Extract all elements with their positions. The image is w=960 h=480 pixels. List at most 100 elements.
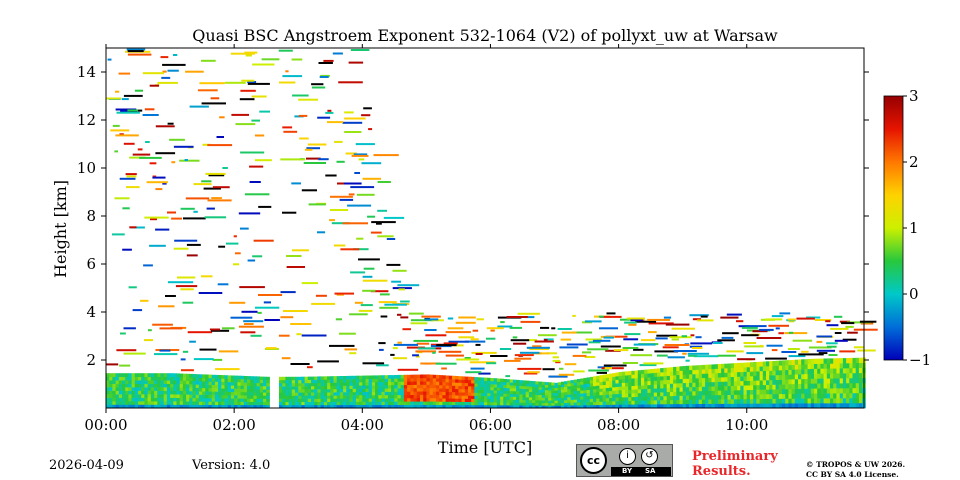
heatmap-cell <box>490 378 495 382</box>
heatmap-cell <box>660 380 664 385</box>
heatmap-cell <box>423 377 427 382</box>
heatmap-streak <box>400 300 410 303</box>
heatmap-cell <box>676 395 680 400</box>
heatmap-cell <box>352 382 357 386</box>
heatmap-streak <box>656 354 668 357</box>
heatmap-cell <box>625 397 629 401</box>
heatmap-cell <box>224 381 229 386</box>
heatmap-cell <box>429 374 434 379</box>
heatmap-cell <box>237 385 242 389</box>
heatmap-streak <box>243 320 264 323</box>
heatmap-cell <box>538 400 543 403</box>
heatmap-cell <box>669 383 674 388</box>
heatmap-cell <box>230 388 235 393</box>
preliminary-line-2: Results. <box>692 464 751 479</box>
heatmap-cell <box>743 385 748 391</box>
heatmap-cell <box>717 372 722 378</box>
heatmap-streak <box>717 354 736 357</box>
heatmap-cell <box>814 398 818 404</box>
heatmap-cell <box>698 373 703 379</box>
heatmap-cell <box>420 391 424 395</box>
heatmap-cell <box>532 402 536 406</box>
heatmap-cell <box>163 390 168 395</box>
heatmap-cell <box>455 376 459 380</box>
heatmap-cell <box>653 384 658 389</box>
heatmap-cell <box>557 387 562 391</box>
heatmap-streak <box>472 329 479 332</box>
heatmap-cell <box>115 376 120 381</box>
heatmap-cell <box>775 360 780 366</box>
heatmap-cell <box>663 391 668 397</box>
heatmap-cell <box>320 385 325 390</box>
heatmap-streak <box>240 227 249 230</box>
heatmap-cell <box>727 363 732 369</box>
heatmap-cell <box>637 392 642 397</box>
heatmap-cell <box>381 385 386 389</box>
heatmap-cell <box>512 388 517 392</box>
heatmap-cell <box>288 404 293 409</box>
heatmap-streak <box>282 211 297 214</box>
heatmap-cell <box>227 375 232 379</box>
heatmap-cell <box>618 400 623 405</box>
heatmap-cell <box>323 389 328 393</box>
x-tick-label: 02:00 <box>213 416 256 434</box>
heatmap-cell <box>432 391 437 395</box>
heatmap-cell <box>544 384 549 388</box>
heatmap-streak <box>847 331 858 334</box>
heatmap-cell <box>551 397 555 401</box>
heatmap-cell <box>509 396 514 400</box>
heatmap-cell <box>150 376 155 381</box>
heatmap-cell <box>416 374 421 379</box>
heatmap-cell <box>548 397 552 401</box>
heatmap-cell <box>500 396 504 400</box>
heatmap-streak <box>469 361 496 364</box>
heatmap-cell <box>163 401 168 405</box>
heatmap-cell <box>612 373 616 377</box>
heatmap-cell <box>685 403 690 409</box>
heatmap-streak <box>447 327 464 330</box>
heatmap-cell <box>576 396 581 400</box>
heatmap-cell <box>689 378 693 383</box>
heatmap-cell <box>535 386 539 390</box>
heatmap-cell <box>144 390 149 395</box>
heatmap-cell <box>336 388 341 393</box>
heatmap-cell <box>150 401 155 405</box>
heatmap-cell <box>576 381 581 386</box>
heatmap-cell <box>570 396 575 400</box>
heatmap-cell <box>814 368 818 374</box>
heatmap-streak <box>798 353 824 356</box>
heatmap-cell <box>234 391 238 396</box>
heatmap-cell <box>189 404 193 409</box>
heatmap-cell <box>295 401 299 406</box>
heatmap-cell <box>394 401 398 405</box>
heatmap-streak <box>688 354 698 357</box>
heatmap-streak <box>173 145 194 148</box>
heatmap-streak <box>408 312 424 315</box>
heatmap-streak <box>435 362 457 365</box>
heatmap-streak <box>464 357 471 359</box>
heatmap-cell <box>112 373 117 377</box>
heatmap-cell <box>487 386 491 391</box>
heatmap-cell <box>756 389 761 395</box>
heatmap-streak <box>301 189 317 192</box>
heatmap-streak <box>689 314 709 317</box>
heatmap-cell <box>285 376 290 381</box>
heatmap-cell <box>429 384 434 389</box>
heatmap-cell <box>544 395 549 398</box>
heatmap-cell <box>420 384 424 389</box>
heatmap-streak <box>833 315 843 318</box>
heatmap-cell <box>791 393 796 399</box>
heatmap-streak <box>445 354 464 357</box>
heatmap-cell <box>247 376 251 380</box>
heatmap-cell <box>339 395 344 399</box>
heatmap-cell <box>122 380 126 384</box>
heatmap-cell <box>666 383 671 389</box>
heatmap-streak <box>358 309 373 312</box>
heatmap-cell <box>830 373 834 379</box>
heatmap-cell <box>775 398 780 404</box>
heatmap-cell <box>285 398 290 402</box>
heatmap-streak <box>251 95 267 98</box>
heatmap-cell <box>480 377 485 381</box>
heatmap-cell <box>682 395 687 400</box>
heatmap-cell <box>500 381 504 385</box>
